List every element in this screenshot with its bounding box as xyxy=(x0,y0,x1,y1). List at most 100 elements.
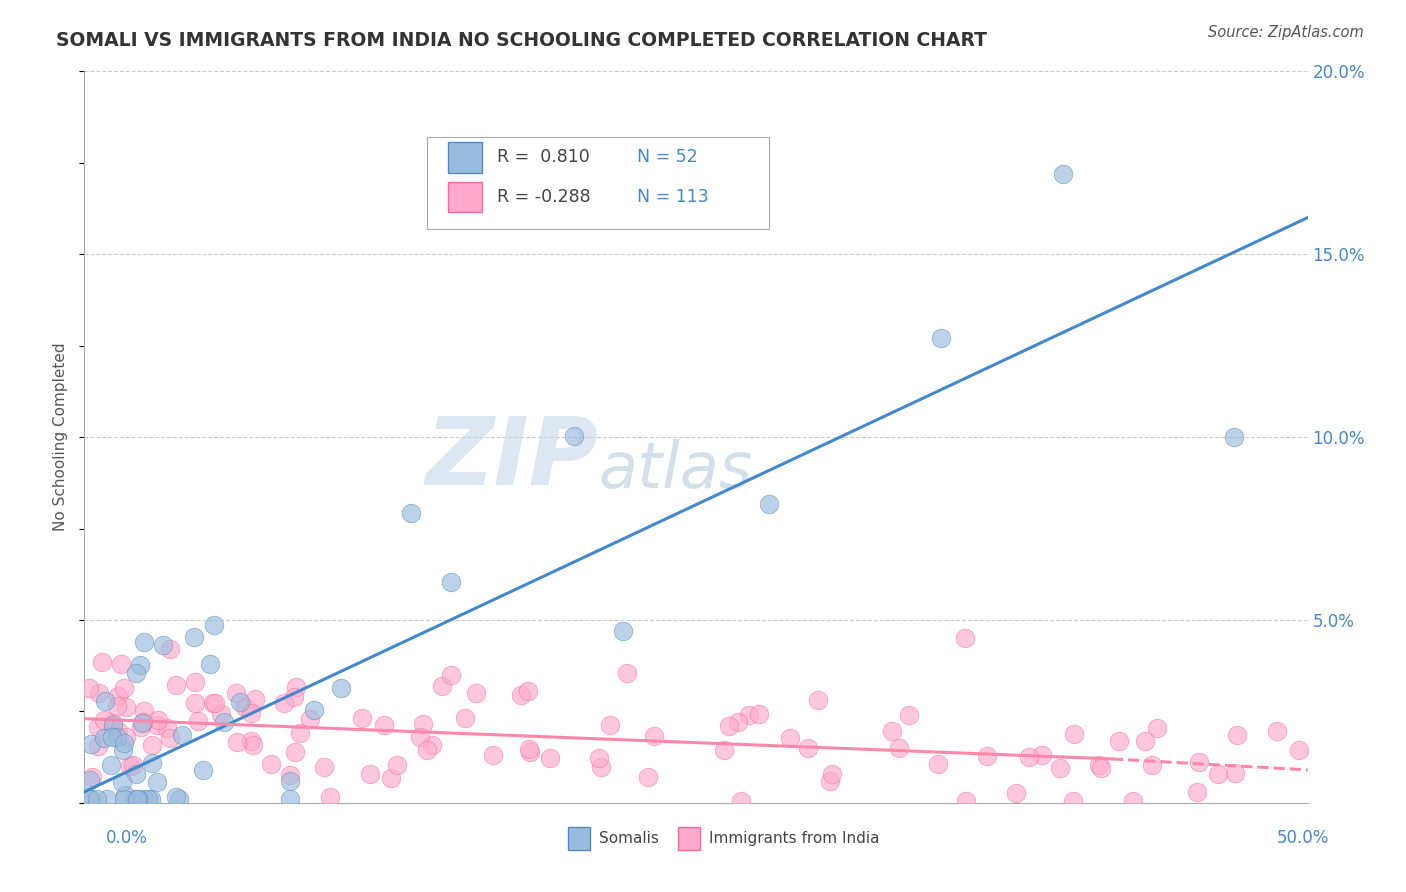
Point xyxy=(1223,430,1246,444)
Point xyxy=(517,684,540,698)
Point xyxy=(125,767,148,781)
Point xyxy=(1146,721,1168,735)
Point xyxy=(79,772,101,787)
Point xyxy=(125,666,148,681)
Text: ZIP: ZIP xyxy=(425,413,598,505)
Point xyxy=(730,794,752,808)
Point xyxy=(136,792,159,806)
Point xyxy=(193,763,215,777)
Point xyxy=(288,726,311,740)
Point xyxy=(440,575,463,590)
Point xyxy=(1122,794,1144,808)
Point xyxy=(165,678,187,692)
Point xyxy=(464,686,486,700)
Bar xyxy=(568,827,589,850)
Point xyxy=(409,730,432,744)
Point xyxy=(927,757,949,772)
Point xyxy=(330,681,353,695)
Point xyxy=(599,718,621,732)
Point xyxy=(141,739,163,753)
Point xyxy=(302,703,325,717)
Point xyxy=(284,745,307,759)
Point xyxy=(519,745,541,759)
Point xyxy=(146,713,169,727)
Point xyxy=(779,731,801,746)
Point xyxy=(198,657,221,672)
Text: N = 113: N = 113 xyxy=(637,188,709,206)
Point xyxy=(976,748,998,763)
Point xyxy=(184,675,207,690)
Point xyxy=(1063,727,1085,741)
Point xyxy=(80,737,103,751)
Point xyxy=(1049,761,1071,775)
Point xyxy=(278,773,301,788)
Point xyxy=(387,757,409,772)
Text: 0.0%: 0.0% xyxy=(105,829,148,847)
Point xyxy=(77,792,100,806)
Point xyxy=(201,697,224,711)
Point xyxy=(146,717,169,731)
Point xyxy=(120,758,142,772)
Point xyxy=(132,635,155,649)
Point xyxy=(591,760,613,774)
Point xyxy=(312,760,335,774)
Point xyxy=(1031,747,1053,762)
Point xyxy=(319,789,342,804)
Bar xyxy=(447,182,482,212)
Point xyxy=(278,792,301,806)
Point xyxy=(1288,743,1310,757)
Point xyxy=(96,792,118,806)
Point xyxy=(212,714,235,729)
Text: Source: ZipAtlas.com: Source: ZipAtlas.com xyxy=(1208,25,1364,40)
Point xyxy=(373,718,395,732)
Point xyxy=(929,330,952,344)
Text: N = 52: N = 52 xyxy=(637,148,697,167)
Point xyxy=(243,692,266,706)
Point xyxy=(454,711,477,725)
Point xyxy=(80,792,103,806)
Point xyxy=(1225,766,1247,780)
Bar xyxy=(678,827,700,850)
Point xyxy=(107,723,129,738)
Bar xyxy=(447,142,482,173)
Text: atlas: atlas xyxy=(598,439,752,501)
Point xyxy=(510,688,533,702)
Point xyxy=(152,638,174,652)
Point xyxy=(229,695,252,709)
Point xyxy=(129,720,152,734)
Text: R =  0.810: R = 0.810 xyxy=(496,148,589,167)
Point xyxy=(637,770,659,784)
Point xyxy=(1185,785,1208,799)
Point xyxy=(165,790,187,805)
Point xyxy=(359,767,381,781)
Point xyxy=(299,712,322,726)
Point xyxy=(1090,762,1112,776)
Point xyxy=(159,642,181,657)
Point xyxy=(517,741,540,756)
Point xyxy=(1087,758,1109,772)
Point xyxy=(420,738,443,752)
Point xyxy=(167,792,190,806)
Point xyxy=(562,429,585,443)
Point xyxy=(1142,758,1164,772)
Point xyxy=(101,716,124,731)
Point xyxy=(612,624,634,638)
Point xyxy=(416,743,439,757)
Point xyxy=(132,792,155,806)
Point xyxy=(121,758,143,772)
Point xyxy=(112,681,135,696)
Text: Immigrants from India: Immigrants from India xyxy=(710,831,880,847)
Point xyxy=(225,734,247,748)
Point xyxy=(125,792,148,806)
Point xyxy=(1052,167,1074,181)
Point xyxy=(131,716,153,731)
Point xyxy=(955,794,977,808)
Point xyxy=(738,708,761,723)
Point xyxy=(183,630,205,644)
Point xyxy=(283,690,305,704)
Point xyxy=(240,706,263,721)
Point xyxy=(239,734,262,748)
Point xyxy=(897,707,920,722)
Point xyxy=(889,741,911,756)
Point xyxy=(818,773,841,788)
